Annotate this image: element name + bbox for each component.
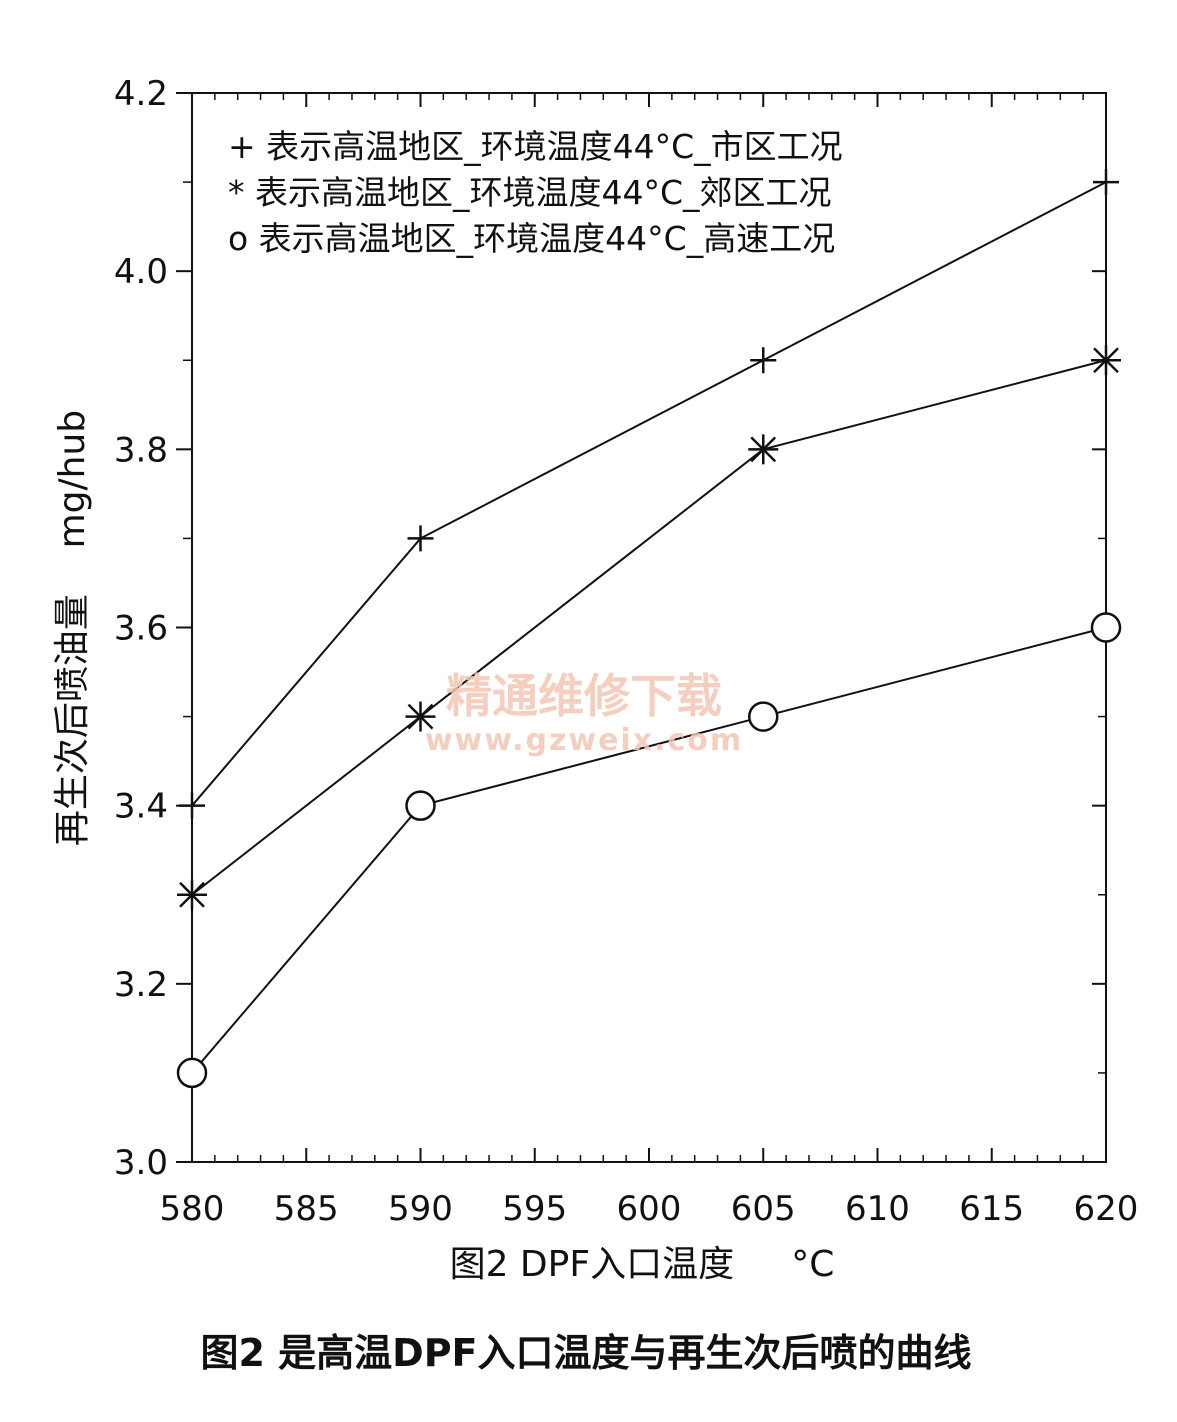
y-tick-label: 3.2: [114, 965, 168, 1005]
data-point-circle: [1090, 612, 1122, 643]
data-point-asterisk: [750, 436, 777, 463]
legend-entry-3: o 表示高温地区_环境温度44°C_高速工况: [228, 219, 835, 258]
x-tick-label: 615: [959, 1189, 1024, 1229]
y-tick-label: 3.8: [114, 430, 168, 470]
x-tick-label: 620: [1074, 1189, 1139, 1229]
y-axis-title: 再生次后喷油量 mg/hub: [52, 410, 93, 846]
watermark-url: www.gzweix.com: [425, 723, 743, 758]
y-tick-label: 3.6: [114, 609, 168, 649]
x-tick-label: 580: [160, 1189, 225, 1229]
legend-entry-2: * 表示高温地区_环境温度44°C_郊区工况: [228, 173, 832, 212]
x-tick-label: 600: [617, 1189, 682, 1229]
data-point-circle: [748, 701, 779, 732]
watermark: 精通维修下载 www.gzweix.com: [425, 669, 743, 758]
legend-entry-1: + 表示高温地区_环境温度44°C_市区工况: [228, 127, 843, 166]
series-lines: [191, 181, 1107, 1074]
x-axis-title: 图2 DPF入口温度 °C: [450, 1244, 835, 1285]
x-tick-label: 610: [845, 1189, 910, 1229]
series-markers: [176, 169, 1122, 1089]
series-line-2: [191, 359, 1107, 896]
axis-ticks: 580 585 590 595 600 605 610 615 620 3.0 3.2 3.4 3.6 3…: [114, 74, 1139, 1229]
y-tick-label: 3.0: [114, 1143, 168, 1183]
data-point-circle: [405, 790, 436, 821]
y-tick-label: 4.2: [114, 74, 168, 114]
data-point-asterisk: [1093, 347, 1119, 374]
x-tick-label: 590: [388, 1189, 453, 1229]
x-tick-label: 595: [502, 1189, 567, 1229]
figure-caption: 图2 是高温DPF入口温度与再生次后喷的曲线: [200, 1331, 971, 1375]
y-tick-label: 4.0: [114, 252, 168, 292]
x-tick-label: 605: [731, 1189, 796, 1229]
x-tick-label: 585: [274, 1189, 339, 1229]
data-point-asterisk: [179, 881, 205, 908]
data-point-circle: [176, 1057, 208, 1089]
legend: + 表示高温地区_环境温度44°C_市区工况 * 表示高温地区_环境温度44°C_…: [228, 127, 843, 258]
series-line-3: [191, 626, 1107, 1074]
data-point-asterisk: [407, 703, 434, 730]
watermark-text: 精通维修下载: [446, 669, 722, 723]
y-tick-label: 3.4: [114, 787, 168, 827]
series-line-1: [191, 181, 1107, 807]
